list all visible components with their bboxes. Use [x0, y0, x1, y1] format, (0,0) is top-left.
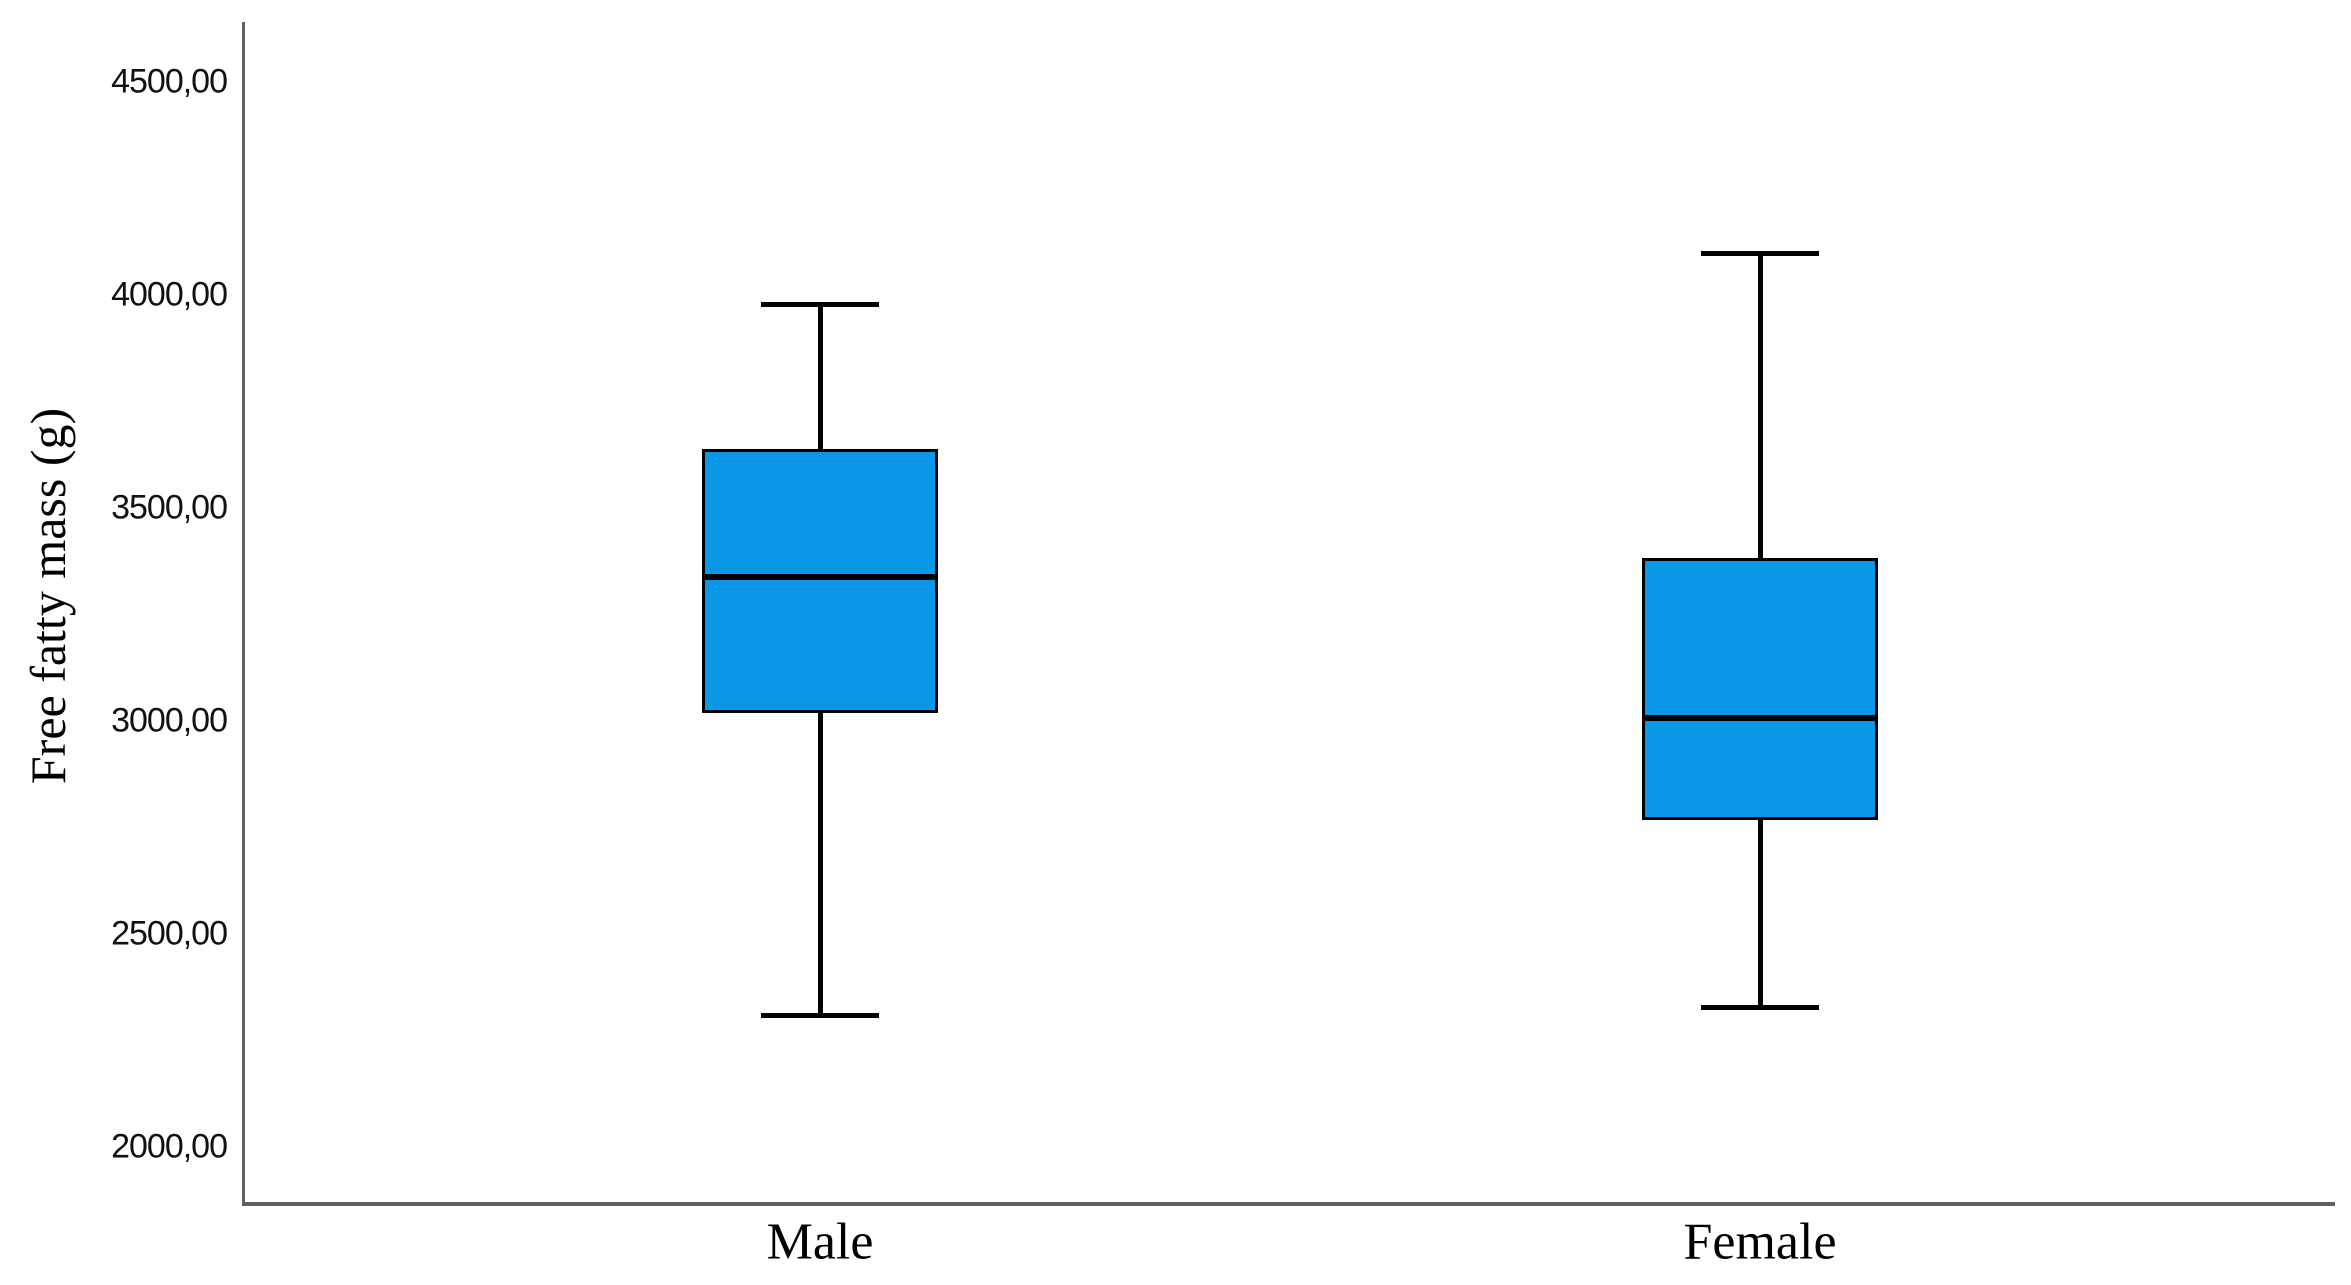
whisker-lower-female — [1757, 819, 1763, 1008]
y-tick-label: 2000,00 — [111, 1127, 228, 1166]
median-line-male — [702, 574, 938, 581]
whisker-lower-male — [817, 713, 823, 1016]
x-axis-line — [242, 1202, 2335, 1206]
y-tick-label: 4500,00 — [111, 62, 228, 101]
whisker-cap-lower-female — [1701, 1004, 1819, 1010]
y-tick-label: 2500,00 — [111, 914, 228, 953]
y-tick-label: 3500,00 — [111, 488, 228, 527]
whisker-cap-lower-male — [761, 1013, 879, 1019]
y-tick-label: 3000,00 — [111, 701, 228, 740]
whisker-cap-upper-female — [1701, 250, 1819, 256]
y-axis-line — [242, 22, 245, 1202]
category-label-male: Male — [766, 1213, 874, 1271]
box-female — [1642, 557, 1878, 820]
category-label-female: Female — [1683, 1213, 1837, 1271]
whisker-upper-male — [817, 304, 823, 450]
y-tick-label: 4000,00 — [111, 275, 228, 314]
median-line-female — [1642, 714, 1878, 721]
whisker-upper-female — [1757, 253, 1763, 558]
box-male — [702, 449, 938, 714]
whisker-cap-upper-male — [761, 302, 879, 308]
